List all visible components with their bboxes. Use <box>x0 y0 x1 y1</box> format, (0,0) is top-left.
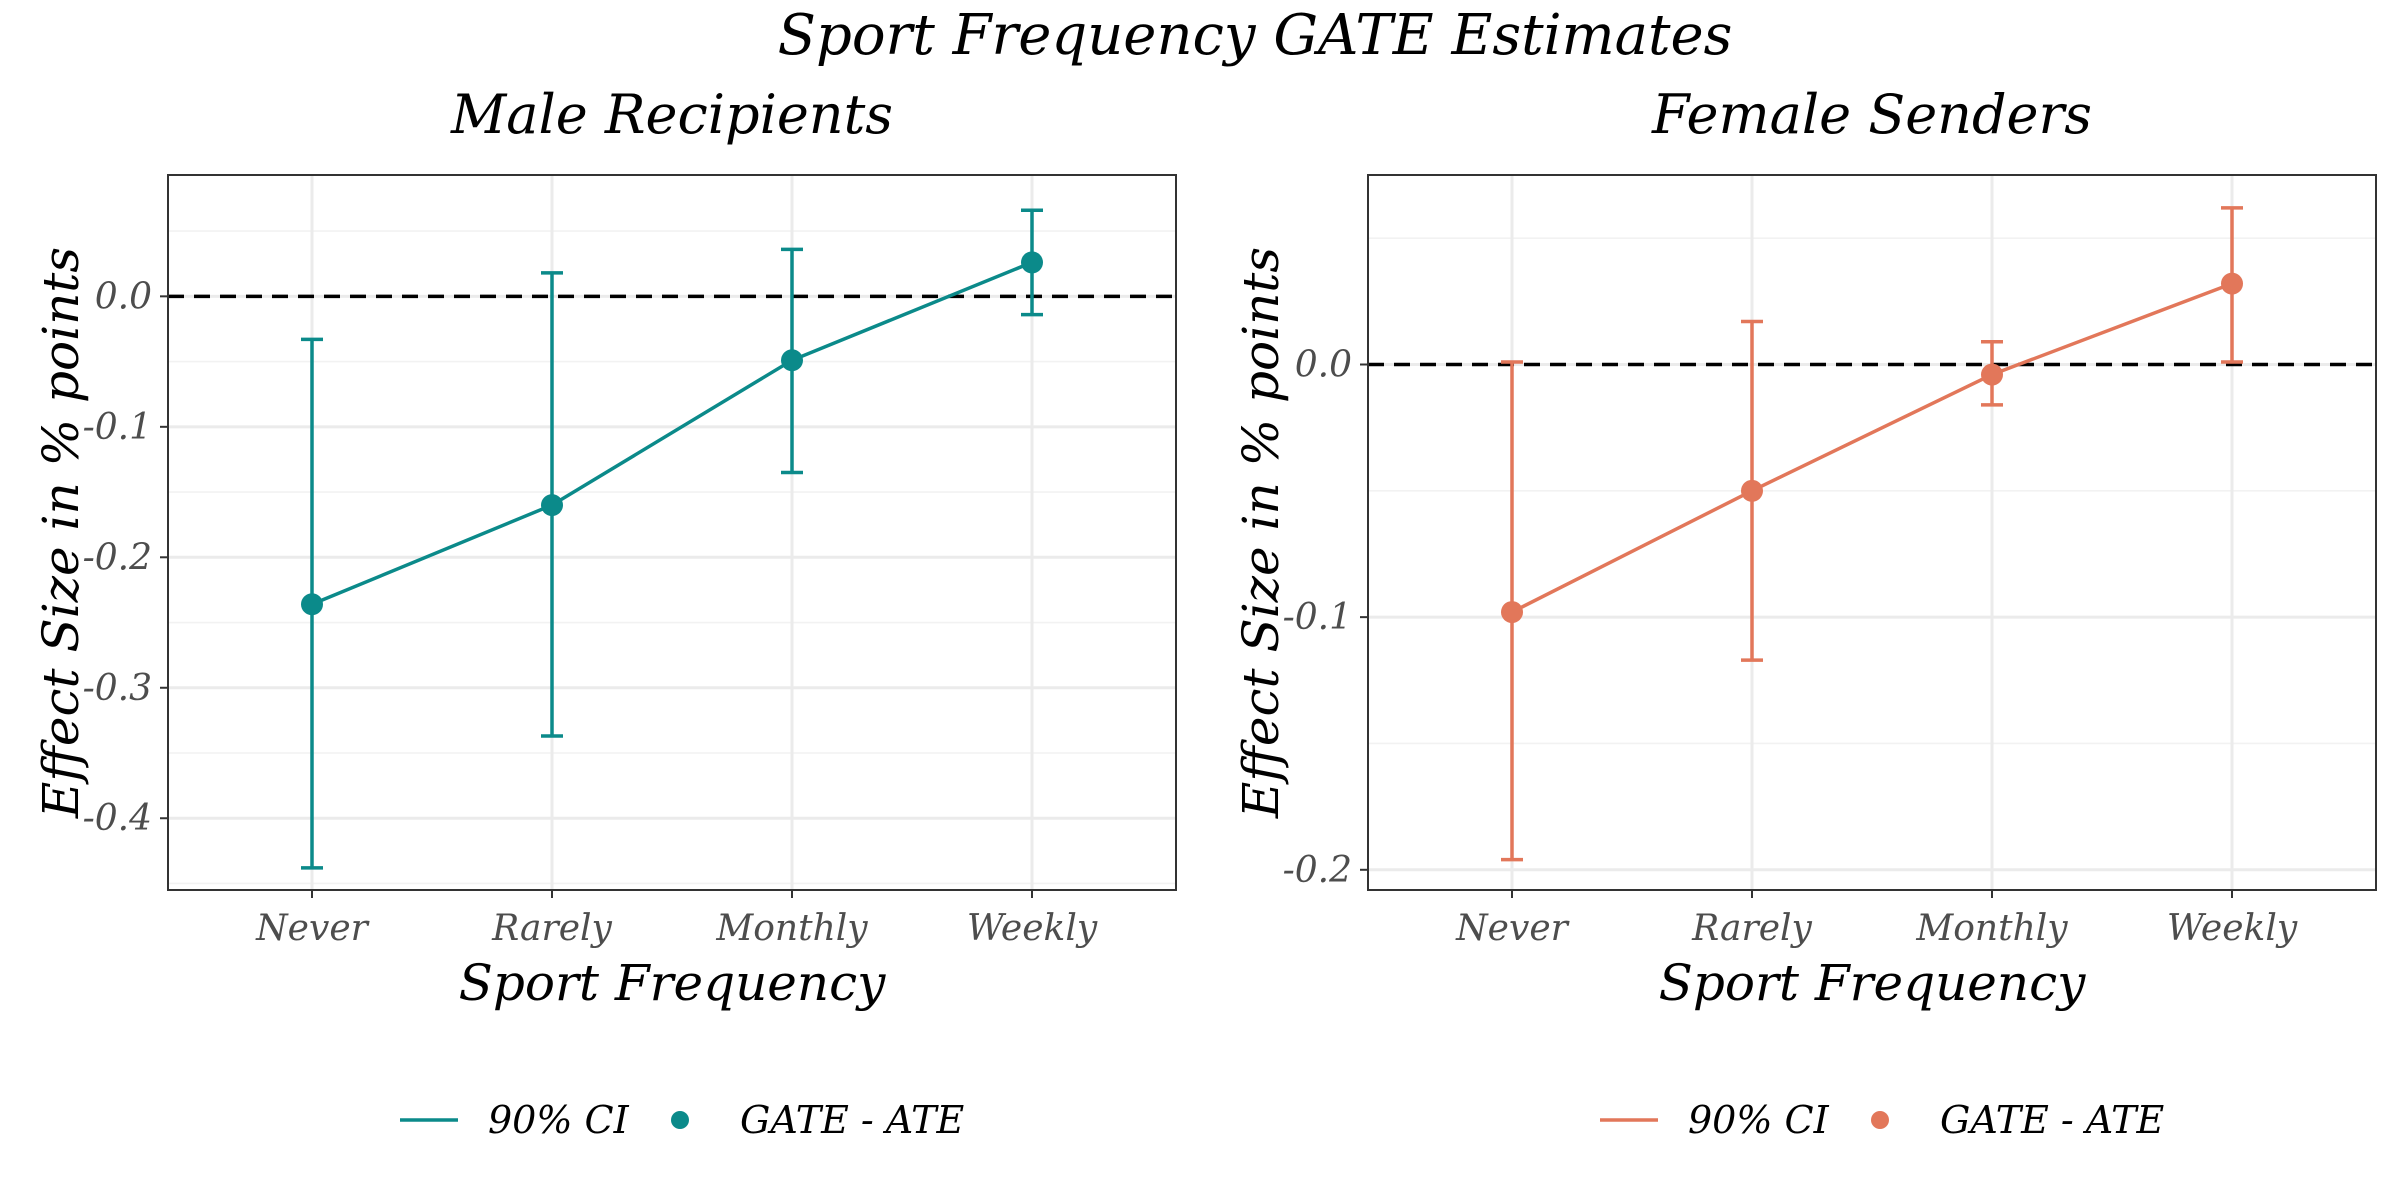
figure-title: Sport Frequency GATE Estimates <box>778 3 1733 68</box>
legend-point-swatch <box>671 1111 689 1129</box>
x-tick-label: Never <box>1455 908 1569 949</box>
panel-border <box>167 174 1177 891</box>
gate-point <box>301 593 323 616</box>
panel-title: Female Senders <box>1651 83 2092 146</box>
x-tick-label: Never <box>255 908 369 949</box>
y-tick-label: -0.2 <box>83 537 152 578</box>
y-tick-label: 0.0 <box>95 276 152 317</box>
x-axis-label: Sport Frequency <box>459 954 886 1012</box>
gate-series-line <box>311 260 1033 606</box>
legend-point-label: GATE - ATE <box>1940 1098 2165 1142</box>
panel-1: 0.0 -0.1 -0.2 -0.3 -0.4 Never Rarely Monthly Wee… <box>32 83 1177 1142</box>
x-tick-label: Rarely <box>1691 908 1812 949</box>
panel-border <box>1367 174 2377 891</box>
x-tick-label: Rarely <box>491 908 612 949</box>
gate-point <box>1021 251 1043 274</box>
gate-point <box>2221 272 2243 295</box>
x-tick-label: Weekly <box>2167 908 2298 949</box>
gate-series-line <box>1511 282 2233 614</box>
x-tick-label: Weekly <box>967 908 1098 949</box>
panel-title: Male Recipients <box>450 83 893 146</box>
gate-point <box>1501 601 1523 624</box>
legend-ci-label: 90% CI <box>1688 1098 1830 1142</box>
y-tick-label: -0.2 <box>1283 850 1352 891</box>
y-axis-label: Effect Size in % points <box>32 247 90 819</box>
legend: 90% CI GATE - ATE <box>400 1098 965 1142</box>
legend-point-swatch <box>1871 1111 1889 1129</box>
x-tick-label: Monthly <box>1915 908 2068 949</box>
y-axis-label: Effect Size in % points <box>1232 247 1290 819</box>
legend-point-label: GATE - ATE <box>740 1098 965 1142</box>
gate-point <box>1741 479 1763 502</box>
x-tick-label: Monthly <box>715 908 868 949</box>
y-tick-label: -0.1 <box>1283 597 1352 638</box>
y-tick-label: 0.0 <box>1295 344 1352 385</box>
y-tick-label: -0.3 <box>83 668 152 709</box>
y-tick-label: -0.4 <box>83 798 152 839</box>
gate-point <box>781 349 803 372</box>
legend: 90% CI GATE - ATE <box>1600 1098 2165 1142</box>
legend-ci-label: 90% CI <box>488 1098 630 1142</box>
y-tick-label: -0.1 <box>83 407 152 448</box>
panel-2: 0.0 -0.1 -0.2 Never Rarely Monthly Weekly Femal… <box>1232 83 2377 1142</box>
gate-point <box>541 494 563 517</box>
x-axis-label: Sport Frequency <box>1659 954 2086 1012</box>
gate-point <box>1981 363 2003 386</box>
